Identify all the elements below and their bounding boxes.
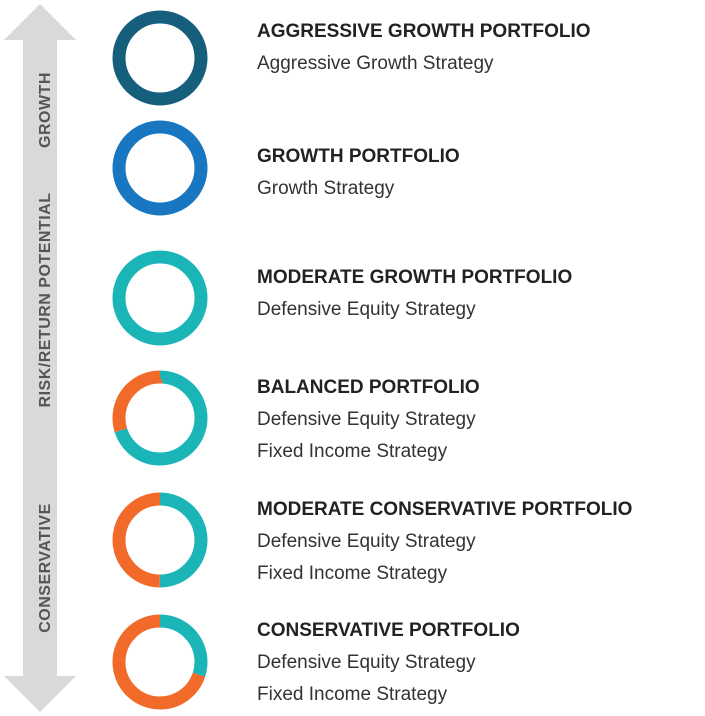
strategy: Defensive Equity Strategy xyxy=(257,531,476,552)
portfolio-title: MODERATE GROWTH PORTFOLIO xyxy=(257,267,572,288)
portfolio-title: CONSERVATIVE PORTFOLIO xyxy=(257,620,520,641)
portfolio-title: AGGRESSIVE GROWTH PORTFOLIO xyxy=(257,21,591,42)
axis-middle-label: RISK/RETURN POTENTIAL xyxy=(37,193,54,408)
strategy: Defensive Equity Strategy xyxy=(257,299,476,320)
donut-segment xyxy=(112,492,208,588)
strategy: Fixed Income Strategy xyxy=(257,563,448,584)
strategy: Defensive Equity Strategy xyxy=(257,652,476,673)
donut-segment xyxy=(112,370,208,466)
strategy: Fixed Income Strategy xyxy=(257,441,448,462)
strategy: Growth Strategy xyxy=(257,178,395,199)
donut-segment xyxy=(112,250,208,346)
risk-arrow xyxy=(4,4,76,712)
axis-top-label: GROWTH xyxy=(37,72,54,148)
strategy: Aggressive Growth Strategy xyxy=(257,53,494,74)
donut-segment xyxy=(112,120,208,216)
strategy: Fixed Income Strategy xyxy=(257,684,448,705)
axis-bottom-label: CONSERVATIVE xyxy=(37,503,54,633)
portfolio-title: BALANCED PORTFOLIO xyxy=(257,377,480,398)
donut-segment xyxy=(112,614,208,710)
strategy: Defensive Equity Strategy xyxy=(257,409,476,430)
portfolio-title: GROWTH PORTFOLIO xyxy=(257,146,460,167)
portfolio-title: MODERATE CONSERVATIVE PORTFOLIO xyxy=(257,499,632,520)
donut-segment xyxy=(112,10,208,106)
